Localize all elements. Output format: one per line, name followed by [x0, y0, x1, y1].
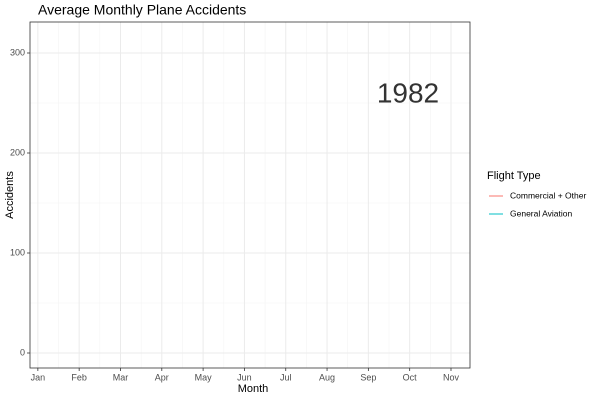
y-tick-label: 300	[10, 47, 25, 57]
x-tick-label: Oct	[403, 372, 418, 382]
x-tick-label: Apr	[155, 372, 169, 382]
legend-label: Commercial + Other	[510, 190, 586, 200]
panel-background	[30, 22, 470, 368]
x-tick-label: Mar	[113, 372, 129, 382]
x-tick-label: Jun	[237, 372, 252, 382]
chart-title: Average Monthly Plane Accidents	[38, 2, 246, 18]
x-tick-label: Jan	[31, 372, 46, 382]
y-axis-label: Accidents	[4, 171, 16, 219]
x-tick-label: Sep	[360, 372, 376, 382]
legend-label: General Aviation	[510, 208, 572, 218]
y-tick-label: 100	[10, 247, 25, 257]
panel-border	[29, 21, 471, 369]
y-tick-label: 0	[20, 347, 25, 357]
y-tick-label: 200	[10, 147, 25, 157]
x-axis-label: Month	[238, 383, 269, 395]
legend-title: Flight Type	[487, 170, 541, 182]
x-tick-label: Feb	[71, 372, 87, 382]
annotation: 1982	[377, 77, 439, 108]
x-tick-label: Jul	[280, 372, 292, 382]
x-tick-label: Aug	[319, 372, 335, 382]
x-tick-label: Nov	[443, 372, 460, 382]
x-tick-label: May	[195, 372, 213, 382]
